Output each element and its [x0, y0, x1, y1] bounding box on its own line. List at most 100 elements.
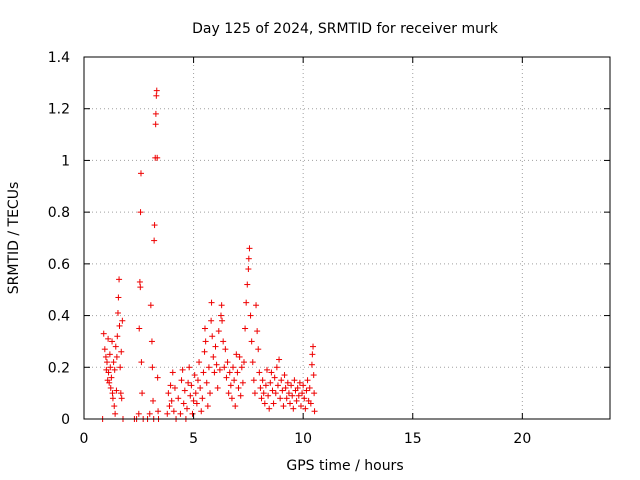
x-tick-label: 0 [80, 431, 89, 447]
data-point [169, 369, 176, 376]
data-point [216, 366, 223, 373]
data-point [213, 361, 220, 368]
data-point [282, 384, 289, 391]
data-point [106, 351, 113, 358]
data-point [303, 387, 310, 394]
data-point [261, 400, 268, 407]
data-point [245, 255, 252, 262]
data-point [149, 364, 156, 371]
data-point [230, 364, 237, 371]
data-point [177, 410, 184, 417]
y-tick-label: 0.4 [48, 309, 70, 325]
data-point [101, 346, 108, 353]
data-point [198, 408, 205, 415]
data-point [136, 325, 143, 332]
axis-ticks [83, 56, 610, 420]
data-point [114, 333, 121, 340]
x-axis-label: GPS time / hours [286, 458, 403, 474]
data-point [291, 377, 298, 384]
data-point [254, 328, 261, 335]
data-point [111, 366, 118, 373]
data-point [107, 384, 114, 391]
data-point [110, 359, 117, 366]
data-point [200, 369, 207, 376]
data-point [178, 377, 185, 384]
data-point [235, 384, 242, 391]
data-point [152, 110, 159, 117]
data-point [153, 92, 160, 99]
x-tick-labels: 0 5 10 15 20 [80, 431, 532, 447]
data-point [236, 353, 243, 360]
data-point [171, 384, 178, 391]
data-point [113, 353, 120, 360]
data-point [192, 390, 199, 397]
data-point [208, 299, 215, 306]
y-tick-labels: 0 0.2 0.4 0.6 0.8 1 1.2 1.4 [48, 50, 70, 428]
data-point [115, 294, 122, 301]
data-point [209, 333, 216, 340]
data-point [237, 392, 244, 399]
data-point [203, 379, 210, 386]
y-tick-label: 0.6 [48, 257, 70, 273]
data-point [272, 390, 279, 397]
data-point [310, 343, 317, 350]
data-point [246, 245, 253, 252]
data-point [188, 382, 195, 389]
data-point [201, 348, 208, 355]
data-point [114, 309, 121, 316]
data-point [105, 369, 112, 376]
data-point [257, 384, 264, 391]
data-point [280, 403, 287, 410]
data-point [117, 364, 124, 371]
data-point [293, 397, 300, 404]
data-point [227, 382, 234, 389]
data-point [219, 317, 226, 324]
data-point [264, 366, 271, 373]
data-point [234, 369, 241, 376]
y-tick-label: 1.2 [48, 102, 70, 118]
data-point [299, 390, 306, 397]
data-point [137, 209, 144, 216]
data-point [260, 390, 267, 397]
data-point [155, 408, 162, 415]
data-point [118, 348, 125, 355]
data-point [225, 390, 232, 397]
data-point [233, 351, 240, 358]
data-point [222, 346, 229, 353]
data-point [308, 361, 315, 368]
data-point [185, 379, 192, 386]
data-point [284, 379, 291, 386]
data-point [117, 390, 124, 397]
data-point [116, 322, 123, 329]
x-tick-label: 10 [294, 431, 312, 447]
data-point [116, 276, 123, 283]
data-point [165, 390, 172, 397]
data-point [276, 356, 283, 363]
data-point [228, 395, 235, 402]
data-point [205, 364, 212, 371]
data-point [251, 390, 258, 397]
data-point [218, 302, 225, 309]
data-point [153, 87, 160, 94]
data-point [274, 382, 281, 389]
data-point [113, 387, 120, 394]
data-point [194, 377, 201, 384]
data-point [199, 395, 206, 402]
data-point [281, 372, 288, 379]
data-point [271, 374, 278, 381]
data-point [107, 364, 114, 371]
data-point [217, 312, 224, 319]
data-point [138, 359, 145, 366]
data-point [226, 369, 233, 376]
data-point [265, 392, 272, 399]
data-point [180, 400, 187, 407]
plot-frame [83, 56, 611, 420]
data-point [266, 405, 273, 412]
data-point [154, 374, 161, 381]
data-point [240, 359, 247, 366]
data-point [268, 369, 275, 376]
data-point [289, 392, 296, 399]
data-point [135, 410, 142, 417]
data-point [150, 397, 157, 404]
data-point [112, 343, 119, 350]
